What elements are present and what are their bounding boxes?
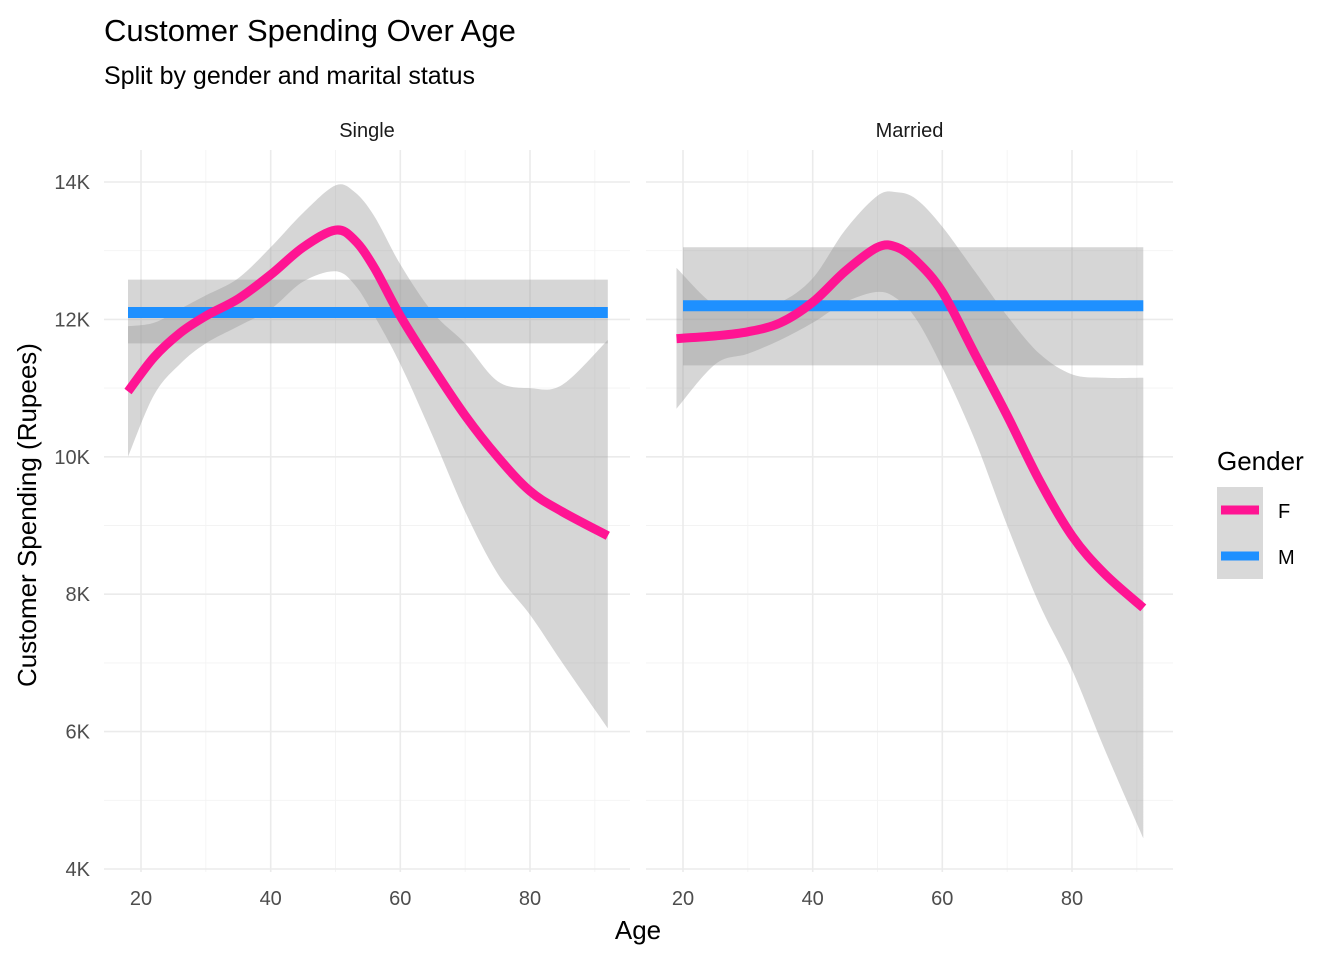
x-tick-label: 60 xyxy=(389,888,411,910)
legend-label: M xyxy=(1278,547,1295,569)
legend-title: Gender xyxy=(1217,446,1304,476)
confidence-band-f xyxy=(676,191,1144,839)
x-tick-label: 20 xyxy=(672,888,694,910)
facet-label: Single xyxy=(339,120,395,142)
x-axis-title: Age xyxy=(615,915,661,945)
chart-subtitle: Split by gender and marital status xyxy=(104,62,475,90)
y-tick-label: 12K xyxy=(54,309,90,331)
y-tick-label: 8K xyxy=(66,584,91,606)
series-line-f xyxy=(124,225,610,540)
panel-single: Single 20 40 60 80 xyxy=(104,120,630,910)
x-tick-label: 20 xyxy=(130,888,152,910)
x-tick-label: 80 xyxy=(519,888,541,910)
y-tick-label: 10K xyxy=(54,447,90,469)
confidence-band-f xyxy=(128,184,608,729)
legend-label: F xyxy=(1278,501,1290,523)
x-tick-label: 80 xyxy=(1061,888,1083,910)
series-line-f xyxy=(676,240,1147,612)
facet-label: Married xyxy=(876,120,944,142)
y-axis-title: Customer Spending (Rupees) xyxy=(12,343,42,687)
y-tick-label: 6K xyxy=(66,722,91,744)
y-axis: 4K 6K 8K 10K 12K 14K xyxy=(54,172,90,881)
y-tick-label: 14K xyxy=(54,172,90,194)
chart-title: Customer Spending Over Age xyxy=(104,13,516,48)
legend: Gender F M xyxy=(1217,446,1304,579)
x-tick-label: 40 xyxy=(260,888,282,910)
panels: Single 20 40 60 80 Married 20 40 60 80 xyxy=(104,120,1173,910)
x-tick-label: 40 xyxy=(802,888,824,910)
panel-married: Married 20 40 60 80 xyxy=(646,120,1173,910)
x-tick-label: 60 xyxy=(931,888,953,910)
y-tick-label: 4K xyxy=(66,859,91,881)
